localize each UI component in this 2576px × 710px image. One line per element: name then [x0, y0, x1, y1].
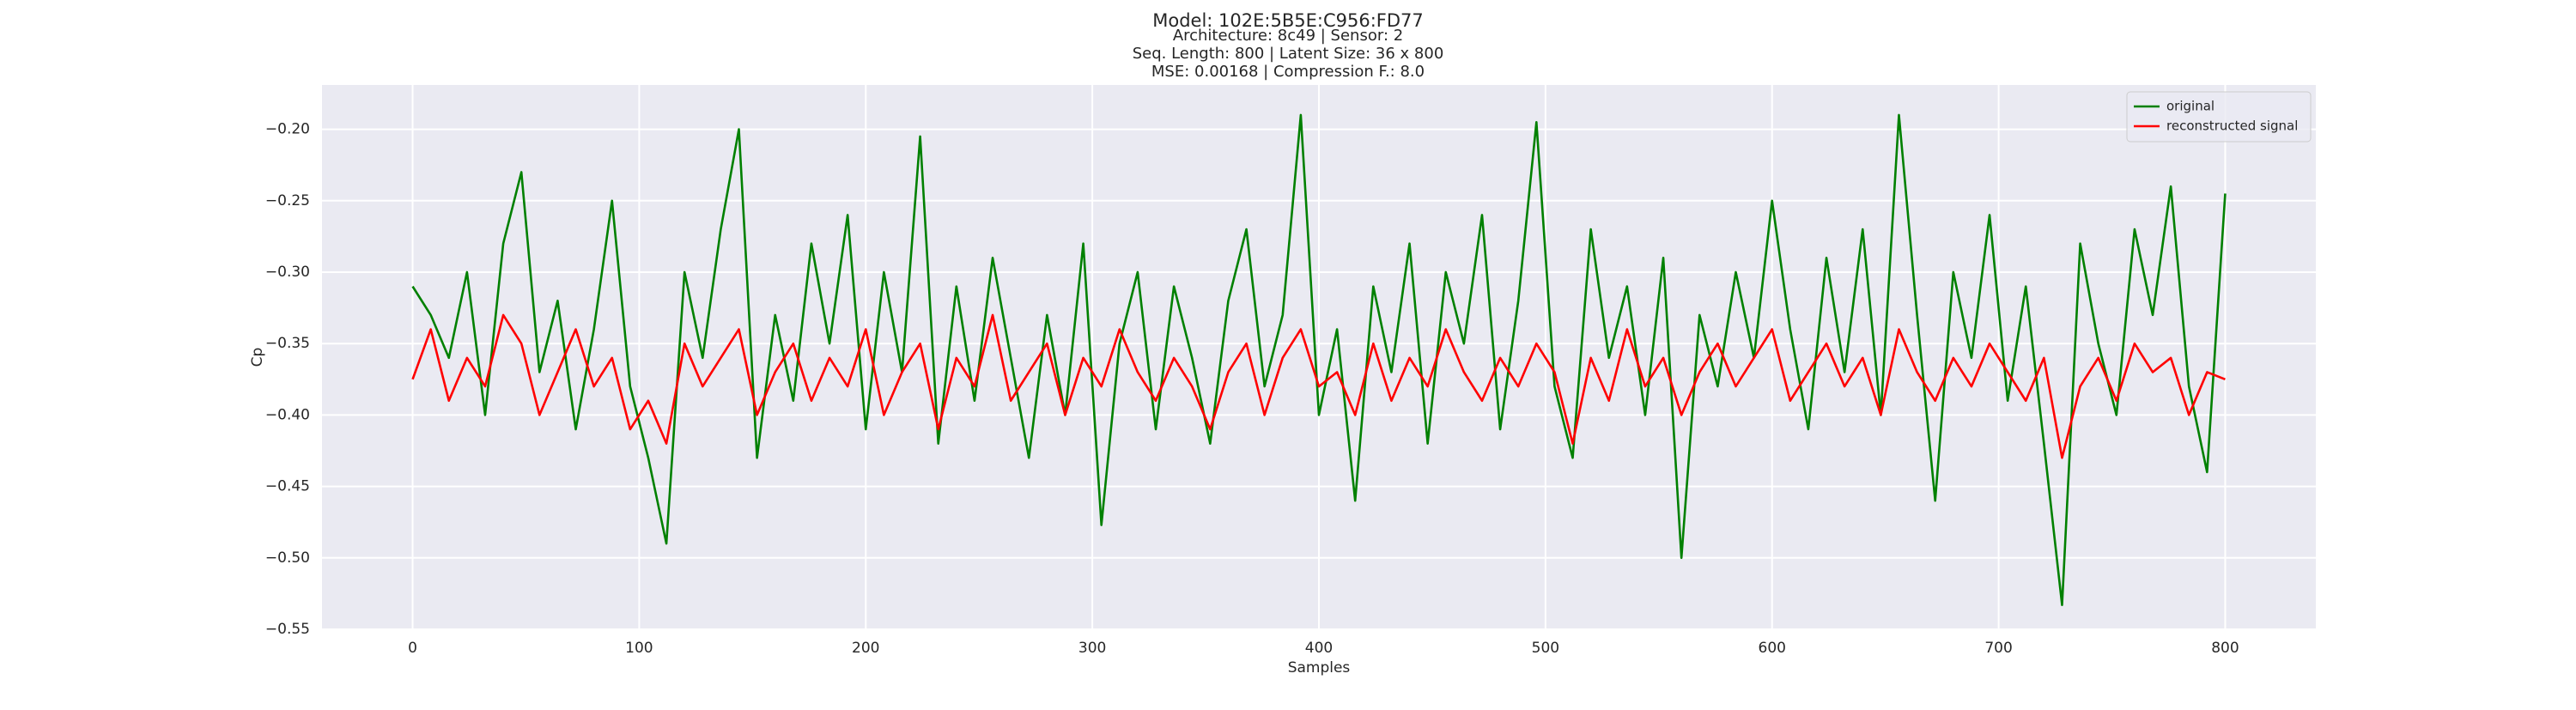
x-tick-label: 0 — [408, 640, 417, 657]
y-axis-label: Cp — [249, 348, 266, 367]
y-tick-label: −0.50 — [265, 549, 310, 567]
y-tick-label: −0.30 — [265, 264, 310, 281]
x-tick-label: 800 — [2211, 640, 2239, 657]
x-tick-label: 500 — [1532, 640, 1559, 657]
y-tick-label: −0.40 — [265, 406, 310, 423]
y-tick-label: −0.55 — [265, 621, 310, 638]
y-tick-label: −0.25 — [265, 192, 310, 209]
subtitle: MSE: 0.00168 | Compression F.: 8.0 — [1151, 63, 1425, 81]
x-axis-label: Samples — [1288, 659, 1351, 677]
x-tick-label: 100 — [625, 640, 653, 657]
chart-title: Model: 102E:5B5E:C956:FD77 — [1152, 10, 1424, 31]
subtitle: Seq. Length: 800 | Latent Size: 36 x 800 — [1133, 45, 1444, 63]
x-tick-label: 300 — [1078, 640, 1106, 657]
x-tick-label: 400 — [1305, 640, 1333, 657]
legend-label: original — [2166, 99, 2215, 114]
y-tick-label: −0.45 — [265, 478, 310, 495]
legend-label: reconstructed signal — [2166, 118, 2298, 134]
y-tick-label: −0.20 — [265, 121, 310, 138]
series-line — [411, 313, 2226, 459]
y-tick-label: −0.35 — [265, 335, 310, 352]
subtitle: Architecture: 8c49 | Sensor: 2 — [1173, 27, 1403, 45]
x-tick-label: 600 — [1759, 640, 1786, 657]
legend: original reconstructed signal — [2126, 91, 2312, 143]
legend-box — [2126, 91, 2312, 143]
x-tick-label: 200 — [852, 640, 879, 657]
series-line — [411, 113, 2227, 607]
x-tick-label: 700 — [1984, 640, 2012, 657]
